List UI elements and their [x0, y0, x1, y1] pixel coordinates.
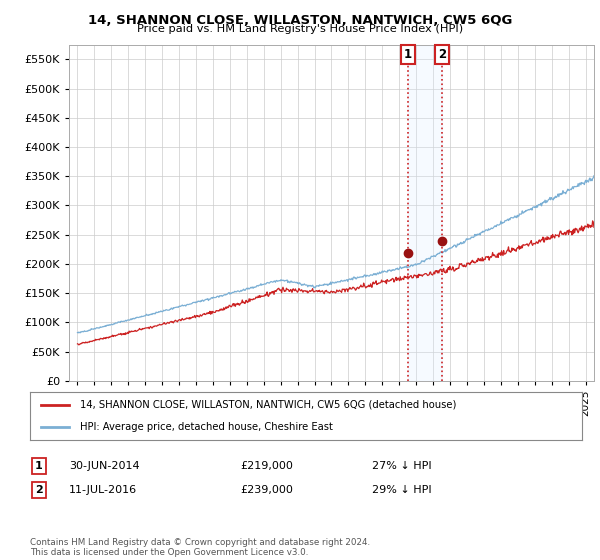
Text: £219,000: £219,000 — [240, 461, 293, 471]
Text: £239,000: £239,000 — [240, 485, 293, 495]
Text: 1: 1 — [404, 48, 412, 61]
Text: 2: 2 — [35, 485, 43, 495]
Text: 14, SHANNON CLOSE, WILLASTON, NANTWICH, CW5 6QG: 14, SHANNON CLOSE, WILLASTON, NANTWICH, … — [88, 14, 512, 27]
Text: Price paid vs. HM Land Registry's House Price Index (HPI): Price paid vs. HM Land Registry's House … — [137, 24, 463, 34]
Text: 2: 2 — [438, 48, 446, 61]
Text: 14, SHANNON CLOSE, WILLASTON, NANTWICH, CW5 6QG (detached house): 14, SHANNON CLOSE, WILLASTON, NANTWICH, … — [80, 400, 456, 410]
Text: 11-JUL-2016: 11-JUL-2016 — [69, 485, 137, 495]
Text: HPI: Average price, detached house, Cheshire East: HPI: Average price, detached house, Ches… — [80, 422, 332, 432]
Text: 1: 1 — [35, 461, 43, 471]
Text: 29% ↓ HPI: 29% ↓ HPI — [372, 485, 431, 495]
Text: 30-JUN-2014: 30-JUN-2014 — [69, 461, 140, 471]
Text: Contains HM Land Registry data © Crown copyright and database right 2024.
This d: Contains HM Land Registry data © Crown c… — [30, 538, 370, 557]
Bar — [408, 45, 442, 381]
Text: 27% ↓ HPI: 27% ↓ HPI — [372, 461, 431, 471]
